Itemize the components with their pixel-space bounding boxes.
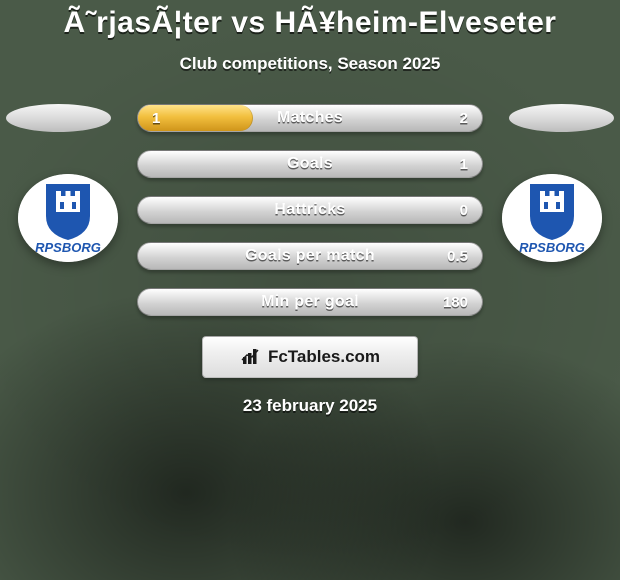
stat-bar-label: Hattricks (138, 197, 482, 223)
comparison-card: Ã˜rjasÃ¦ter vs HÃ¥heim-Elveseter Club co… (0, 0, 620, 580)
crest-left: RPSBORG (18, 174, 118, 262)
date-label: 23 february 2025 (243, 396, 377, 416)
stat-bar: Goals per match0.5 (137, 242, 483, 270)
compare-area: RPSBORG RPSBORG Matches12Goals1Hattricks… (0, 104, 620, 316)
stat-bar-value-right: 1 (460, 151, 468, 177)
page-title: Ã˜rjasÃ¦ter vs HÃ¥heim-Elveseter (64, 6, 557, 40)
platform-left (6, 104, 111, 132)
stat-bar: Min per goal180 (137, 288, 483, 316)
bar-chart-icon (240, 346, 262, 368)
stat-bar: Hattricks0 (137, 196, 483, 224)
crest-right-text: RPSBORG (519, 240, 585, 255)
stat-bars: Matches12Goals1Hattricks0Goals per match… (137, 104, 483, 316)
stat-bar-value-left: 1 (152, 105, 160, 131)
page-subtitle: Club competitions, Season 2025 (180, 54, 441, 74)
stat-bar: Goals1 (137, 150, 483, 178)
stat-bar-label: Goals (138, 151, 482, 177)
brand-pill[interactable]: FcTables.com (202, 336, 418, 378)
crest-right: RPSBORG (502, 174, 602, 262)
stat-bar-value-right: 0 (460, 197, 468, 223)
stat-bar-value-right: 180 (443, 289, 468, 315)
platform-right (509, 104, 614, 132)
stat-bar-label: Min per goal (138, 289, 482, 315)
stat-bar: Matches1 2 (137, 104, 483, 132)
stat-bar-value-right: 2 (460, 105, 468, 131)
stat-bar-value-right: 0.5 (447, 243, 468, 269)
crest-left-text: RPSBORG (35, 240, 101, 255)
brand-text: FcTables.com (268, 347, 380, 367)
stat-bar-label: Goals per match (138, 243, 482, 269)
stat-bar-label: Matches (138, 105, 482, 131)
